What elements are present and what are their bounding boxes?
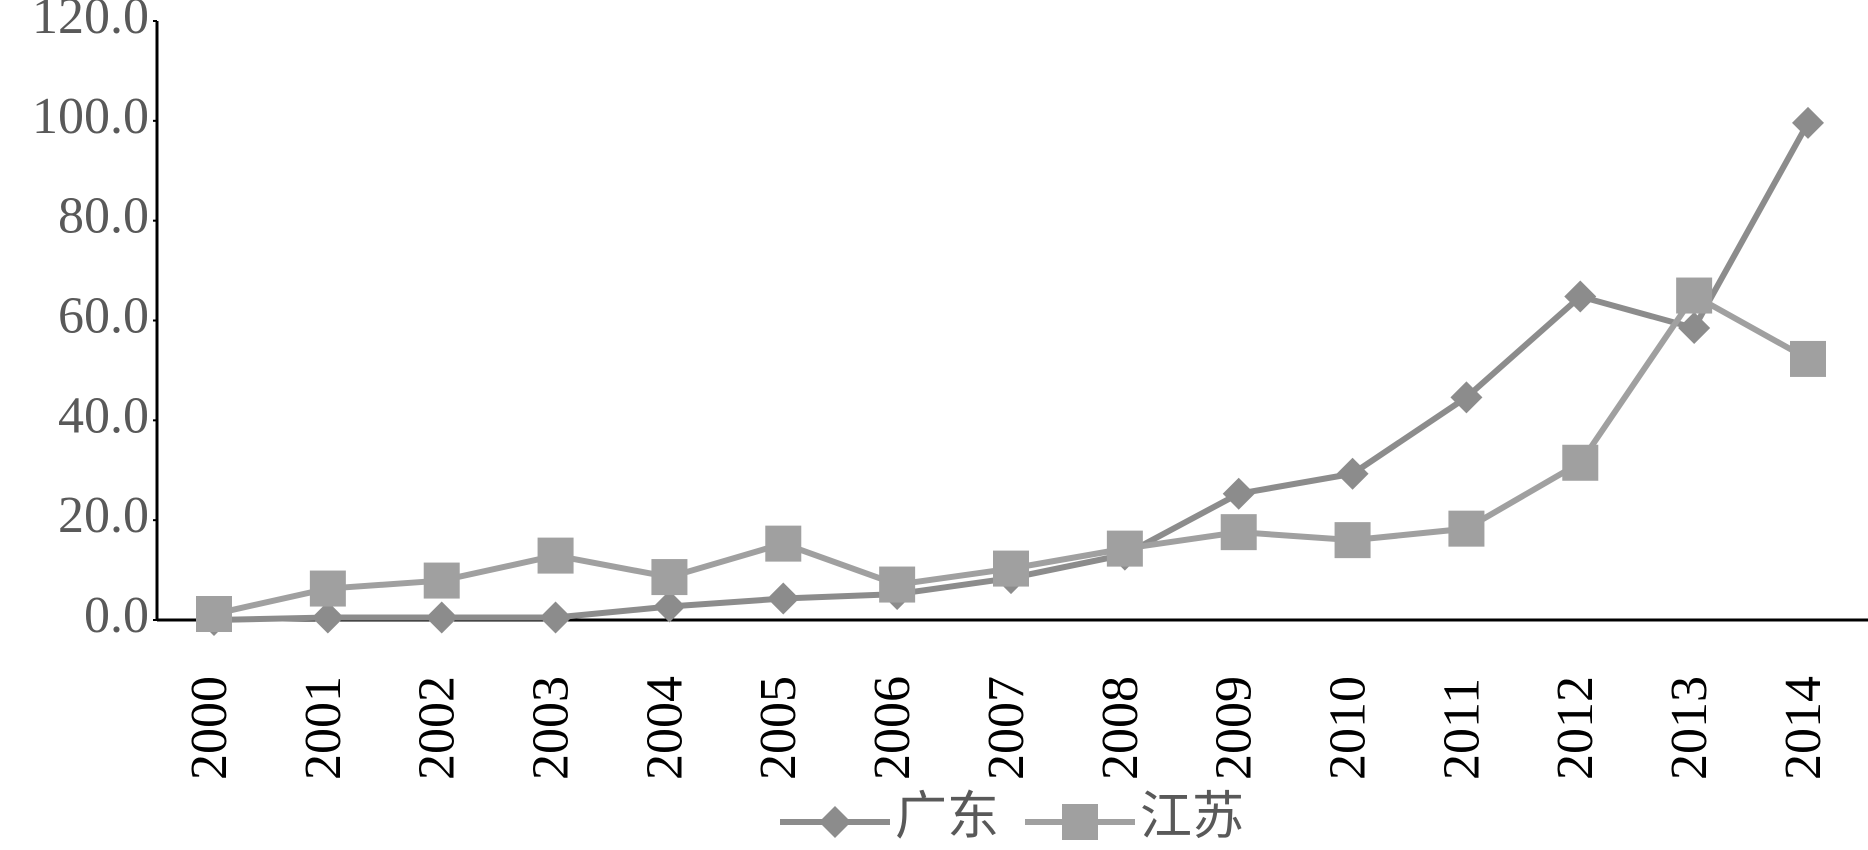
data-point [1564, 280, 1597, 313]
x-tick-label: 2013 [1661, 676, 1718, 780]
y-tick-label: 0.0 [84, 587, 149, 644]
data-point [1792, 106, 1824, 139]
legend-marker [1062, 804, 1098, 840]
x-tick-label: 2007 [978, 676, 1035, 780]
data-point [1336, 457, 1369, 490]
data-point [1220, 514, 1257, 551]
x-tick-label: 2010 [1320, 676, 1377, 780]
y-tick-label: 80.0 [58, 188, 149, 245]
x-tick-label: 2008 [1092, 676, 1149, 780]
data-point [309, 570, 346, 607]
legend-label: 广东 [895, 789, 999, 846]
data-point [765, 525, 802, 562]
data-point [1676, 277, 1713, 314]
x-tick-label: 2005 [750, 676, 807, 780]
y-tick-label: 120.0 [32, 0, 149, 45]
x-tick-label: 2011 [1433, 678, 1490, 780]
x-tick-label: 2003 [523, 676, 580, 780]
data-point [1106, 530, 1143, 567]
data-point [767, 582, 800, 615]
data-point [1448, 510, 1485, 547]
x-tick-label: 2014 [1775, 676, 1832, 780]
data-point [1562, 444, 1599, 481]
y-tick-label: 40.0 [58, 387, 149, 444]
data-point [537, 537, 574, 574]
legend-label: 江苏 [1140, 789, 1244, 846]
data-point [993, 550, 1029, 587]
y-tick-label: 100.0 [32, 88, 149, 145]
x-tick-label: 2012 [1547, 676, 1604, 780]
x-tick-label: 2000 [181, 676, 238, 780]
data-point [1790, 340, 1826, 377]
data-point [196, 596, 232, 633]
x-tick-label: 2001 [295, 676, 352, 780]
x-tick-label: 2002 [409, 676, 466, 780]
data-point [653, 590, 686, 623]
series-line [213, 121, 1811, 623]
data-point [423, 562, 460, 599]
data-point [651, 559, 688, 596]
y-tick-label: 60.0 [58, 287, 149, 344]
x-tick-label: 2006 [864, 676, 921, 780]
data-point [539, 601, 572, 634]
data-point [425, 601, 458, 634]
data-point [1678, 311, 1711, 344]
x-tick-label: 2009 [1206, 676, 1263, 780]
data-point [1450, 381, 1483, 414]
data-point [1334, 522, 1371, 559]
legend-marker [819, 806, 851, 838]
data-point [311, 601, 344, 634]
data-point [879, 566, 916, 603]
y-tick-label: 20.0 [58, 487, 149, 544]
x-tick-label: 2004 [636, 676, 693, 780]
data-point [1222, 477, 1255, 510]
